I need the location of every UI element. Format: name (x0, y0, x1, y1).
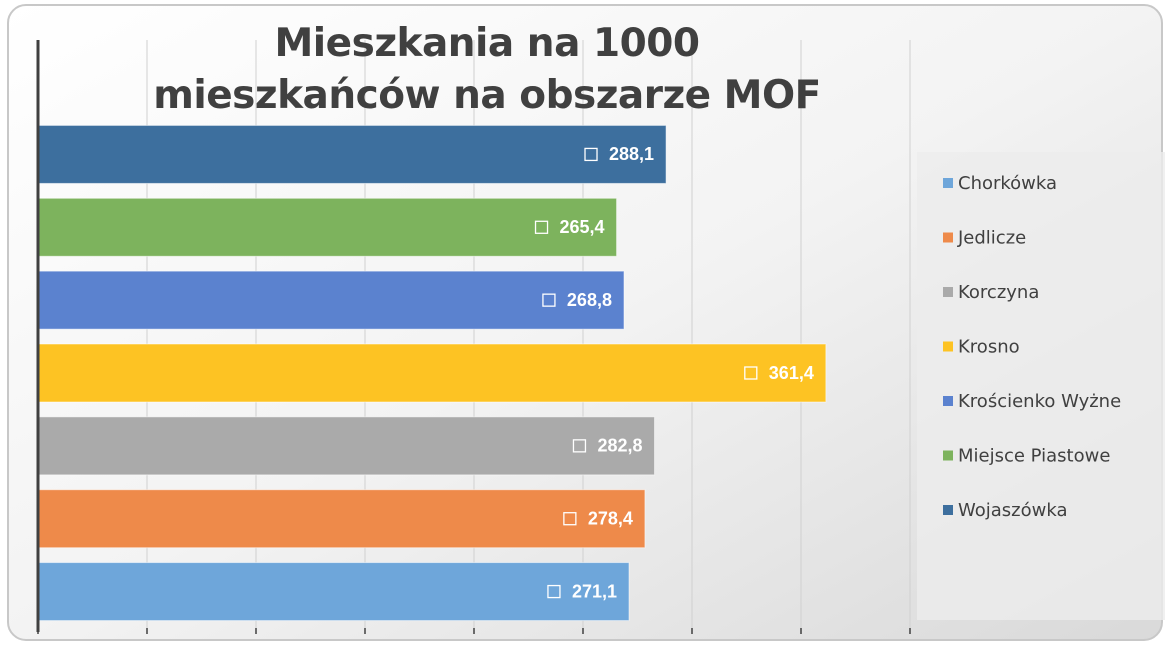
label-icon (572, 439, 587, 453)
legend-label: Korczyna (958, 282, 1039, 303)
legend-label: Krościenko Wyżne (958, 391, 1121, 412)
legend-label: Jedlicze (957, 228, 1026, 249)
legend-swatch (943, 505, 953, 515)
bar (37, 124, 667, 184)
legend-swatch (943, 396, 953, 406)
label-icon (563, 512, 577, 526)
data-label: 268,8 (567, 290, 612, 310)
legend-swatch (943, 287, 953, 297)
data-label: 271,1 (572, 581, 617, 601)
legend-swatch (943, 341, 953, 352)
legend-label: Miejsce Piastowe (958, 446, 1110, 467)
legend-swatch (943, 232, 953, 243)
legend-label: Wojaszówka (958, 500, 1068, 521)
bar (37, 416, 656, 476)
bar (37, 489, 646, 549)
bar (37, 270, 625, 330)
data-label: 282,8 (597, 436, 642, 456)
label-icon (584, 147, 598, 162)
bar (37, 562, 630, 622)
label-icon (744, 366, 758, 380)
label-icon (542, 293, 556, 307)
legend-swatch (943, 450, 953, 461)
data-label: 361,4 (769, 363, 814, 383)
chart-title: Mieszkania na 1000 mieszkańców na obszar… (153, 21, 821, 118)
legend-box (917, 152, 1165, 620)
legend-label: Chorkówka (958, 173, 1057, 194)
label-icon (534, 220, 549, 234)
legend-swatch (943, 178, 953, 188)
data-label: 288,1 (609, 144, 654, 164)
data-label: 265,4 (560, 217, 605, 237)
bar (37, 343, 827, 403)
data-label: 278,4 (588, 508, 633, 528)
label-icon (547, 584, 561, 599)
bar (37, 197, 618, 257)
legend-label: Krosno (958, 337, 1020, 358)
